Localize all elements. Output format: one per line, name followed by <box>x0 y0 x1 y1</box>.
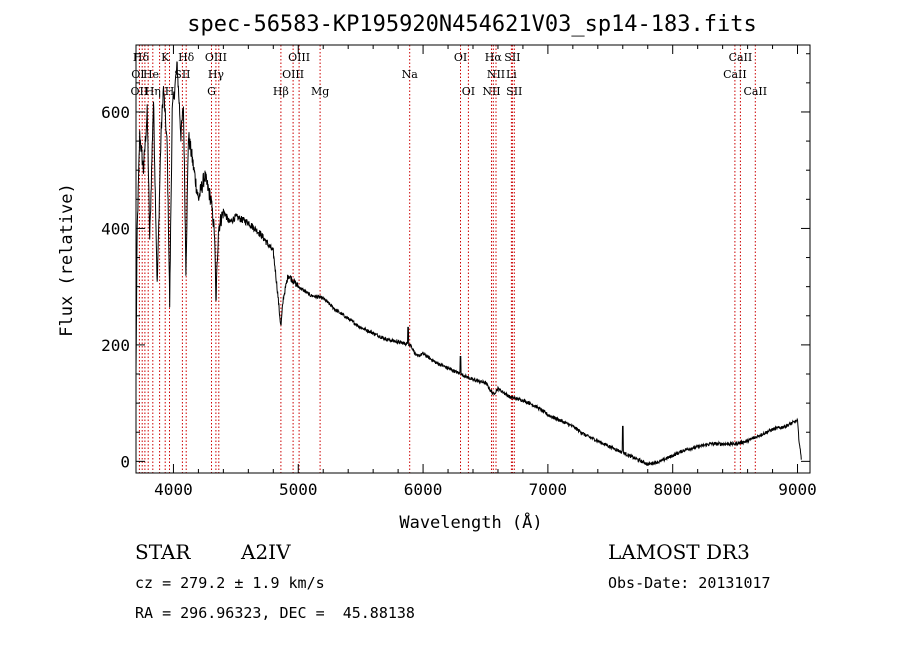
x-tick-label-6000: 6000 <box>404 480 443 499</box>
spectrum-series <box>135 61 802 467</box>
y-tick-label-0: 0 <box>120 452 130 471</box>
line-label-19: Hη <box>145 85 161 98</box>
line-label-5: OI <box>454 51 467 64</box>
line-label-23: Mg <box>311 85 329 98</box>
x-axis: 4000 5000 6000 7000 8000 9000 <box>154 45 817 499</box>
spectral-subclass: A2IV <box>241 540 291 564</box>
line-label-7: SII <box>504 51 520 64</box>
object-type: STAR <box>135 540 191 564</box>
line-label-0: Hδ <box>133 51 150 64</box>
line-label-15: NII <box>487 68 505 81</box>
coordinates: RA = 296.96323, DEC = 45.88138 <box>135 604 415 622</box>
y-axis: 0 200 400 600 <box>101 53 810 471</box>
line-markers <box>138 45 756 473</box>
line-label-17: CaII <box>723 68 747 81</box>
line-label-1: K <box>161 51 170 64</box>
x-tick-label-7000: 7000 <box>529 480 568 499</box>
line-label-3: OIII <box>205 51 227 64</box>
x-tick-label-8000: 8000 <box>653 480 692 499</box>
redshift-velocity: cz = 279.2 ± 1.9 km/s <box>135 574 325 592</box>
x-tick-label-4000: 4000 <box>154 480 193 499</box>
spectrum-line <box>135 61 802 467</box>
x-axis-label: Wavelength (Å) <box>399 511 542 533</box>
line-label-20: H <box>165 85 175 98</box>
x-tick-label-9000: 9000 <box>778 480 817 499</box>
line-label-16: Li <box>506 68 517 81</box>
line-label-2: Hδ <box>178 51 195 64</box>
line-label-14: Na <box>402 68 419 81</box>
survey-name: LAMOST DR3 <box>608 540 750 564</box>
line-label-18: OII <box>131 85 149 98</box>
line-label-21: G <box>207 85 216 98</box>
line-label-9: OI <box>131 68 144 81</box>
chart-title: spec-56583-KP195920N454621V03_sp14-183.f… <box>187 12 757 37</box>
line-label-4: OIII <box>288 51 310 64</box>
y-axis-label: Flux (relative) <box>57 183 77 337</box>
y-tick-label-200: 200 <box>101 336 130 355</box>
line-label-24: OI <box>462 85 475 98</box>
line-label-10: He <box>143 68 159 81</box>
line-label-13: OIII <box>282 68 304 81</box>
line-label-26: SII <box>506 85 522 98</box>
x-tick-label-5000: 5000 <box>279 480 318 499</box>
line-label-6: Hα <box>485 51 503 64</box>
line-label-8: CaII <box>729 51 753 64</box>
plot-frame <box>135 44 811 474</box>
line-label-27: CaII <box>743 85 767 98</box>
line-label-12: Hγ <box>208 68 225 81</box>
y-tick-label-600: 600 <box>101 103 130 122</box>
line-label-25: NII <box>482 85 500 98</box>
line-label-22: Hβ <box>273 85 289 98</box>
y-tick-label-400: 400 <box>101 219 130 238</box>
observation-date: Obs-Date: 20131017 <box>608 574 771 592</box>
